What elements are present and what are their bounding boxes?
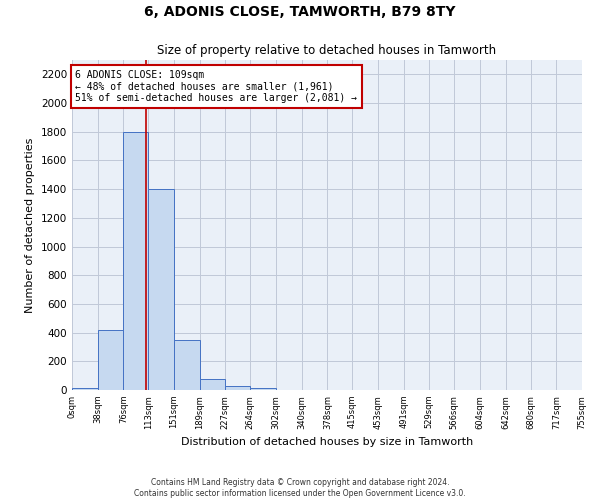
Bar: [174, 340, 200, 390]
X-axis label: Distribution of detached houses by size in Tamworth: Distribution of detached houses by size …: [181, 437, 473, 447]
Bar: [72, 388, 98, 390]
Bar: [200, 378, 226, 390]
Bar: [250, 388, 276, 390]
Text: Contains HM Land Registry data © Crown copyright and database right 2024.
Contai: Contains HM Land Registry data © Crown c…: [134, 478, 466, 498]
Bar: [226, 386, 250, 390]
Bar: [124, 132, 148, 390]
Text: 6 ADONIS CLOSE: 109sqm
← 48% of detached houses are smaller (1,961)
51% of semi-: 6 ADONIS CLOSE: 109sqm ← 48% of detached…: [76, 70, 358, 103]
Bar: [98, 330, 124, 390]
Y-axis label: Number of detached properties: Number of detached properties: [25, 138, 35, 312]
Title: Size of property relative to detached houses in Tamworth: Size of property relative to detached ho…: [157, 44, 497, 58]
Text: 6, ADONIS CLOSE, TAMWORTH, B79 8TY: 6, ADONIS CLOSE, TAMWORTH, B79 8TY: [144, 5, 456, 19]
Bar: [148, 189, 174, 390]
